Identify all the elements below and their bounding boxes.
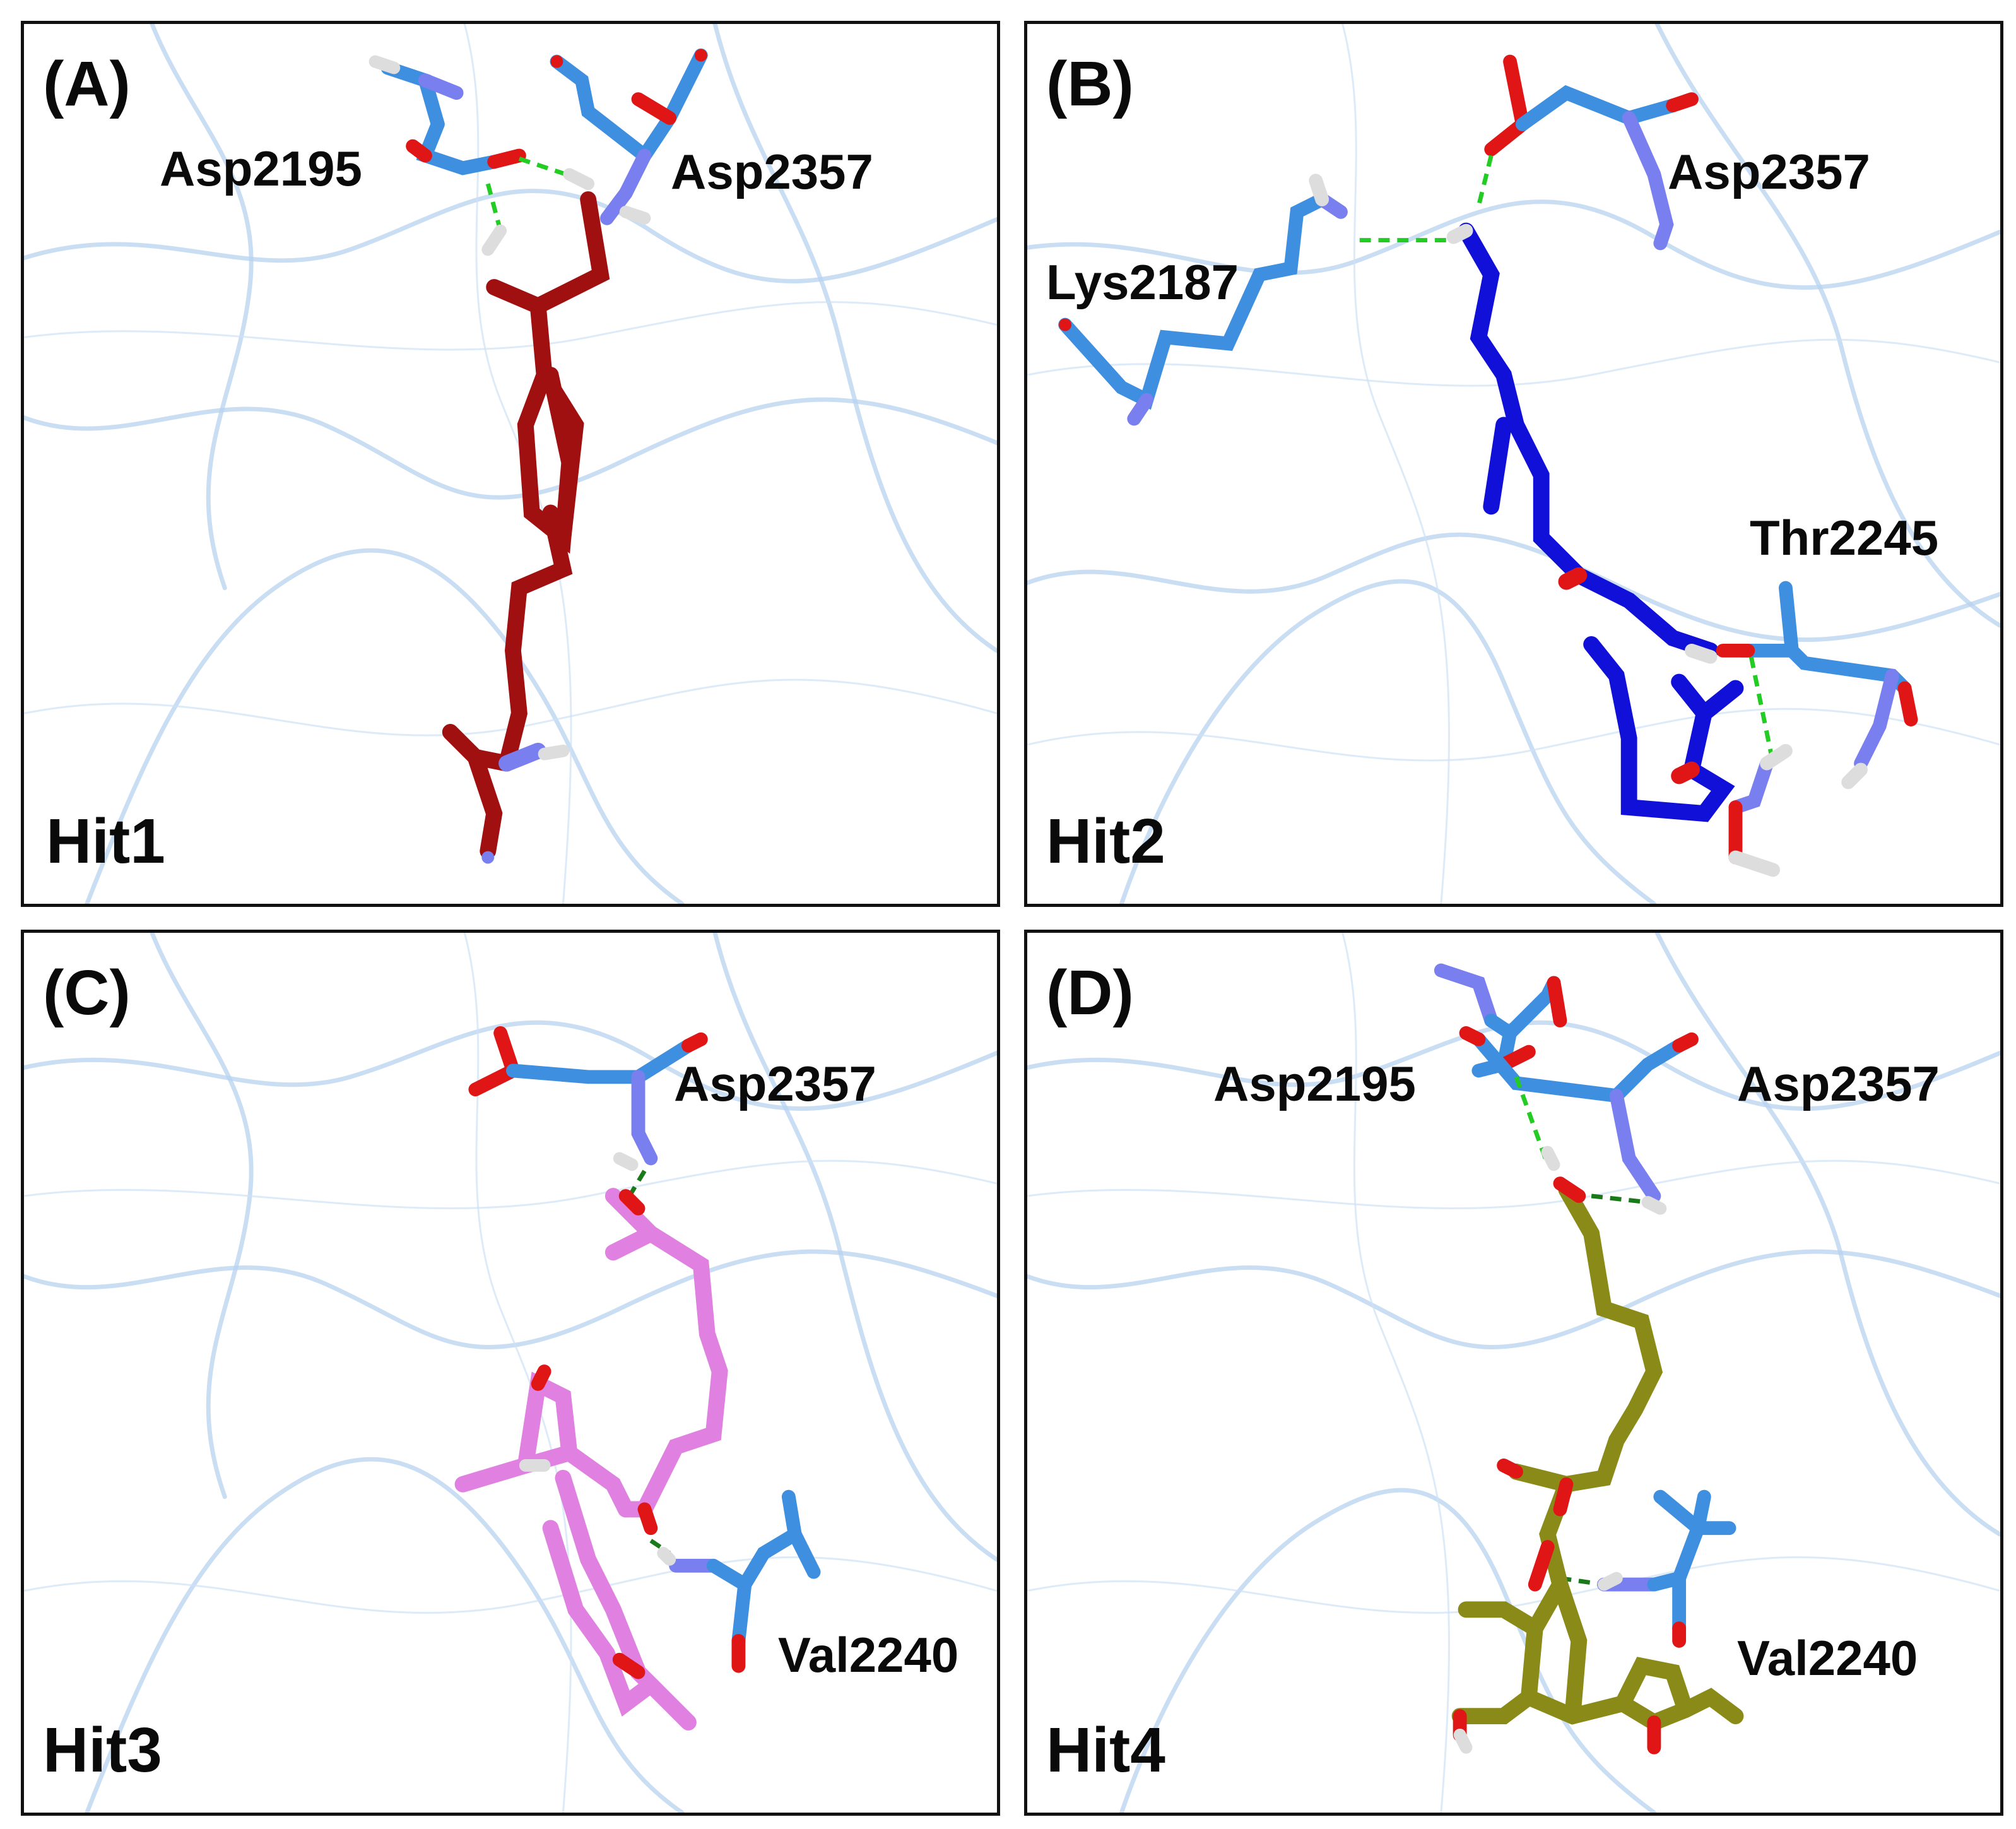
residue-asp2357-sticks: [550, 48, 708, 225]
ligand-hit3-sticks: [454, 1188, 728, 1731]
oxygen-atoms: [531, 1189, 658, 1679]
residue-label-thr2245: Thr2245: [1750, 510, 1939, 565]
molecule-scene: [24, 24, 997, 904]
molecule-scene: [1027, 933, 2000, 1813]
residue-label-asp2357: Asp2357: [1737, 1056, 1940, 1111]
hit-label: Hit4: [1046, 1715, 1165, 1785]
ligand-hit2-sticks: [1458, 222, 1744, 822]
panel-c-hit3: (C) Asp2357 Val2240 Hit3: [21, 930, 1000, 1816]
panel-letter: (A): [43, 49, 131, 119]
hydroxylamine-sticks: [1309, 174, 1868, 877]
hbond-lines: [485, 157, 577, 232]
panel-b-hit2: (B) Asp2357 Lys2187 Thr2245 Hit2: [1024, 21, 2003, 907]
ligand-hit4-sticks: [1451, 1181, 1744, 1732]
protein-ribbon: [1027, 24, 2000, 904]
residue-label-lys2187: Lys2187: [1046, 254, 1239, 310]
hbond-lines: [1359, 155, 1776, 764]
panel-letter: (C): [43, 957, 131, 1028]
residue-asp2195-sticks: [380, 61, 526, 175]
residue-asp2357-sticks: [1459, 1026, 1699, 1203]
residue-label-asp2195: Asp2195: [160, 141, 362, 196]
ligand-hit1-sticks: [442, 191, 610, 860]
residue-label-val2240: Val2240: [1737, 1630, 1918, 1686]
terminal-n-atom: [481, 851, 495, 864]
residue-label-asp2195: Asp2195: [1213, 1056, 1416, 1111]
hydrogen-atoms: [368, 55, 651, 761]
residue-label-asp2357: Asp2357: [671, 144, 873, 199]
hit-label: Hit3: [43, 1715, 162, 1785]
molecule-scene: [1027, 24, 2000, 904]
residue-val2240-sticks: [1597, 1489, 1736, 1648]
residue-asp2357-sticks: [468, 1026, 708, 1166]
residue-val2240-sticks: [669, 1489, 821, 1673]
panel-d-hit4: (D) Asp2195 Asp2357 Val2240 Hit4: [1024, 930, 2003, 1816]
residue-asp2357-sticks: [1484, 54, 1699, 251]
hit-label: Hit1: [46, 806, 165, 877]
residue-thr2245-sticks: [1716, 581, 1918, 771]
hydrogen-atoms: [1453, 1145, 1667, 1754]
protein-ribbon: [24, 24, 997, 904]
hydrogen-atoms: [519, 1152, 676, 1566]
panel-letter: (B): [1046, 49, 1134, 119]
panel-a-hit1: (A) Asp2195 Asp2357 Hit1: [21, 21, 1000, 907]
oxygen-atoms: [1453, 1176, 1661, 1755]
residue-label-asp2357: Asp2357: [1668, 144, 1870, 199]
molecule-scene: [24, 933, 997, 1813]
residue-label-val2240: Val2240: [778, 1627, 959, 1683]
panel-letter: (D): [1046, 957, 1134, 1028]
hit-label: Hit2: [1046, 806, 1165, 877]
residue-label-asp2357: Asp2357: [674, 1056, 876, 1111]
